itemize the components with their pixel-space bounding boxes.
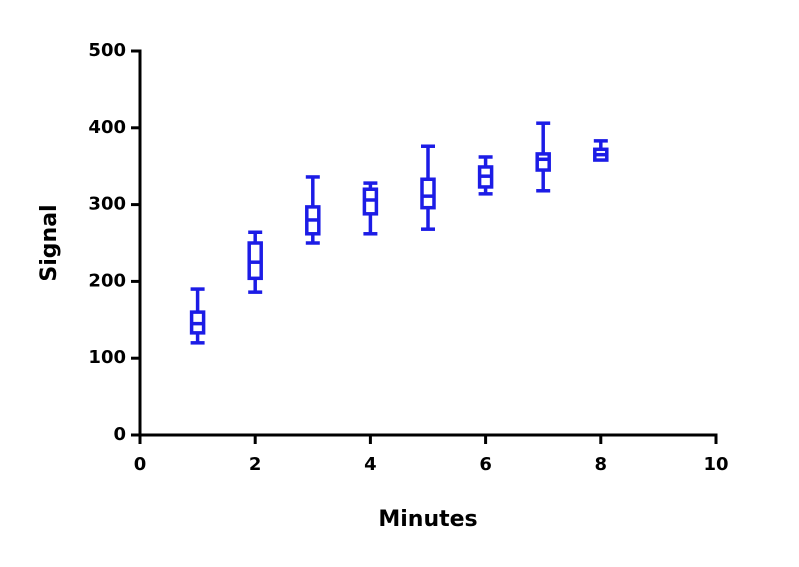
x-tick-label: 8 [595, 454, 608, 475]
y-tick-label: 200 [88, 270, 126, 291]
x-tick-label: 0 [134, 454, 147, 475]
box [420, 177, 436, 210]
x-tick-label: 2 [249, 454, 262, 475]
y-tick-label: 300 [88, 194, 126, 215]
box [535, 152, 551, 172]
y-tick-label: 400 [88, 117, 126, 138]
y-tick-label: 0 [113, 424, 126, 445]
y-tick-label: 500 [88, 40, 126, 61]
y-tick-label: 100 [88, 347, 126, 368]
x-tick-label: 10 [703, 454, 728, 475]
x-tick-label: 4 [364, 454, 377, 475]
x-tick-label: 6 [479, 454, 492, 475]
y-axis-title: Signal [37, 204, 62, 281]
x-axis-title: Minutes [378, 507, 477, 532]
